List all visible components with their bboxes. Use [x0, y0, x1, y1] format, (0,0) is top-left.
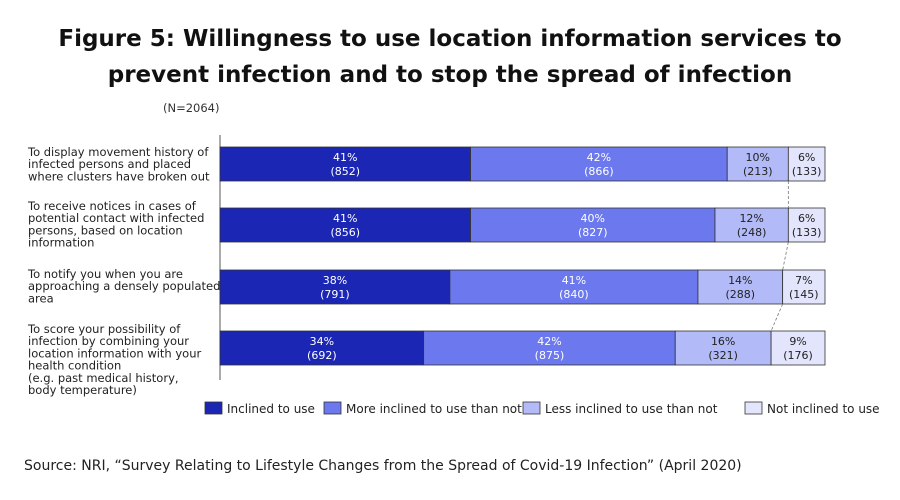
value-label: 40%	[581, 212, 605, 225]
bar-segment	[219, 146, 471, 182]
bar-segment	[787, 207, 826, 243]
value-label: 41%	[562, 274, 586, 287]
legend-label: Less inclined to use than not	[545, 402, 718, 416]
chart-title-line-2: prevent infection and to stop the spread…	[107, 62, 793, 88]
value-label: 42%	[537, 335, 561, 348]
value-label: 6%	[798, 151, 815, 164]
category-label: To notify you when you are approaching a …	[27, 267, 220, 305]
bar-segment	[770, 330, 826, 366]
count-label: (692)	[307, 349, 337, 362]
stacked-bar-chart: To display movement history of infected p…	[27, 135, 880, 416]
count-label: (145)	[789, 288, 819, 301]
count-label: (827)	[578, 226, 608, 239]
bar-segment	[449, 269, 699, 305]
bar-segment	[219, 207, 471, 243]
count-label: (875)	[535, 349, 565, 362]
legend-swatch	[744, 401, 763, 415]
count-label: (213)	[743, 165, 773, 178]
count-label: (248)	[737, 226, 767, 239]
value-label: 10%	[746, 151, 770, 164]
value-label: 38%	[323, 274, 347, 287]
value-label: 12%	[739, 212, 763, 225]
sample-size-label: (N=2064)	[163, 101, 220, 115]
count-label: (321)	[708, 349, 738, 362]
legend-swatch	[323, 401, 342, 415]
legend-label: More inclined to use than not	[346, 402, 522, 416]
bar-segment	[726, 146, 789, 182]
count-label: (866)	[584, 165, 614, 178]
bar-segment	[697, 269, 784, 305]
legend-label: Inclined to use	[227, 402, 315, 416]
count-label: (856)	[330, 226, 360, 239]
value-label: 34%	[310, 335, 334, 348]
source-note: Source: NRI, “Survey Relating to Lifesty…	[24, 458, 742, 474]
connector-line	[770, 303, 784, 332]
chart-title-line-1: Figure 5: Willingness to use location in…	[58, 26, 842, 52]
count-label: (840)	[559, 288, 589, 301]
value-label: 14%	[728, 274, 752, 287]
value-label: 7%	[795, 274, 812, 287]
count-label: (176)	[783, 349, 813, 362]
value-label: 6%	[798, 212, 815, 225]
count-label: (133)	[792, 226, 822, 239]
bar-segment	[782, 269, 826, 305]
legend-label: Not inclined to use	[767, 402, 880, 416]
bar-segment	[674, 330, 772, 366]
value-label: 41%	[333, 151, 357, 164]
value-label: 9%	[789, 335, 806, 348]
value-label: 16%	[711, 335, 735, 348]
category-label: To display movement history of infected p…	[27, 145, 210, 183]
connector-line	[782, 241, 789, 271]
bar-segment	[714, 207, 789, 243]
count-label: (791)	[320, 288, 350, 301]
category-label: To receive notices in cases of potential …	[27, 199, 204, 250]
count-label: (133)	[792, 165, 822, 178]
legend-swatch	[522, 401, 541, 415]
category-label: To score your possibility of infection by…	[27, 322, 201, 397]
bar-segment	[423, 330, 676, 366]
bar-segment	[470, 146, 728, 182]
legend-swatch	[204, 401, 223, 415]
value-label: 42%	[587, 151, 611, 164]
count-label: (852)	[330, 165, 360, 178]
bar-segment	[787, 146, 826, 182]
count-label: (288)	[726, 288, 756, 301]
value-label: 41%	[333, 212, 357, 225]
bar-segment	[470, 207, 716, 243]
